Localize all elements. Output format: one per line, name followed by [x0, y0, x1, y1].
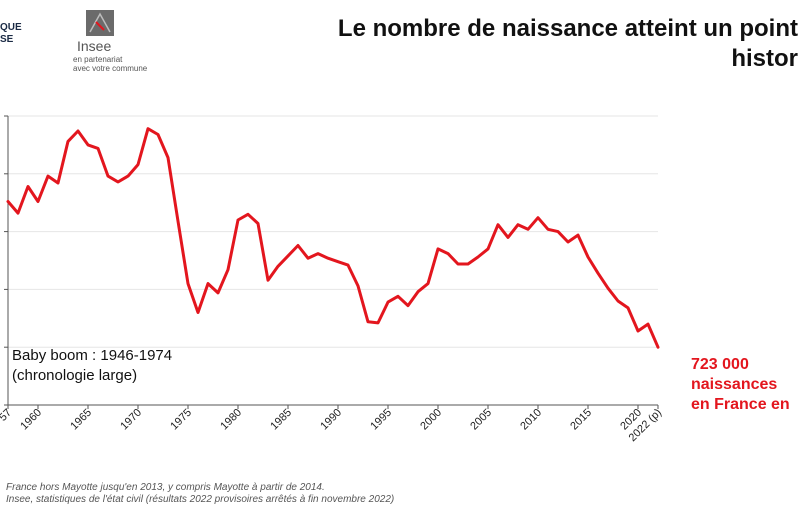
x-tick-label: 2010	[518, 407, 544, 433]
x-tick-label: 2005	[468, 407, 494, 433]
x-tick-label: 1990	[318, 407, 344, 433]
births-series-line	[6, 127, 660, 349]
x-tick-label: 1995	[368, 407, 394, 433]
x-tick-label: 1975	[168, 407, 194, 433]
insee-name: Insee	[77, 38, 112, 54]
partner-logo-line-1: QUE	[0, 22, 22, 33]
x-tick-label: 1980	[218, 407, 244, 433]
x-tick-label: 1965	[68, 407, 94, 433]
x-tick-label: 1960	[18, 407, 44, 433]
baby-boom-annotation: Baby boom : 1946-1974 (chronologie large…	[12, 346, 172, 386]
x-tick-label: 1985	[268, 407, 294, 433]
note-line-2: Insee, statistiques de l'état civil (rés…	[6, 494, 395, 505]
callout-line-2: naissances	[691, 376, 778, 393]
chart-series	[6, 127, 660, 349]
chart-axes	[4, 115, 658, 406]
title-line-1: Le nombre de naissance atteint un point	[337, 15, 798, 42]
note-line-1: France hors Mayotte jusqu'en 2013, y com…	[6, 482, 325, 493]
insee-subtitle-line-1: en partenariat	[73, 55, 123, 64]
insee-logo-icon	[86, 10, 114, 36]
callout-line-1: 723 000	[691, 356, 749, 373]
annotation-line-1: Baby boom : 1946-1974	[12, 347, 173, 364]
x-tick-label: 1970	[118, 407, 144, 433]
insee-subtitle: en partenariat avec votre commune	[73, 55, 163, 73]
title-line-2: histor	[731, 45, 798, 72]
callout-line-3: en France en	[691, 396, 790, 413]
x-axis-ticks: 57 1960 1965 1970 1975 1980 1985 1990 1995 2000 20…	[0, 405, 664, 444]
x-tick-label: 2000	[418, 407, 444, 433]
annotation-line-2: (chronologie large)	[12, 367, 138, 384]
partner-logo: QUE SE	[0, 22, 22, 46]
chart-gridlines	[8, 115, 658, 348]
partner-logo-line-2: SE	[0, 34, 14, 45]
page-title: Le nombre de naissance atteint un point …	[203, 14, 798, 74]
x-tick-label: 2015	[568, 407, 594, 433]
source-notes: France hors Mayotte jusqu'en 2013, y com…	[6, 482, 394, 506]
insee-subtitle-line-2: avec votre commune	[73, 64, 148, 73]
births-callout: 723 000 naissances en France en	[691, 355, 790, 415]
x-tick-label: 57	[0, 407, 14, 424]
